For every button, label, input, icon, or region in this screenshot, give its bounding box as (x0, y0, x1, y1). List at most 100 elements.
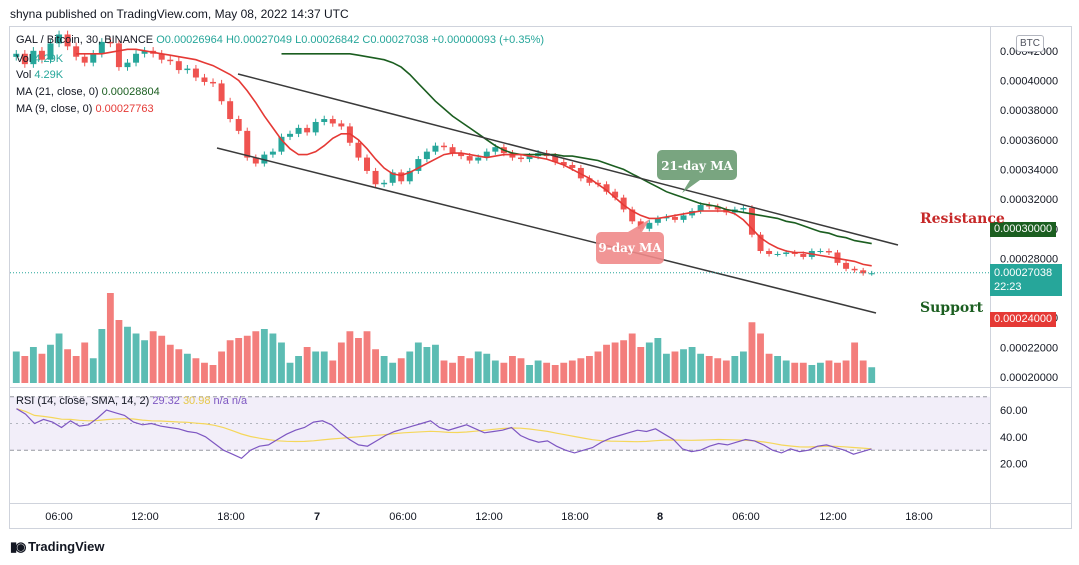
volume-bar (714, 358, 722, 383)
legend-vol2-label[interactable]: Vol (16, 69, 32, 81)
legend-low: L0.00026842 (295, 34, 360, 46)
legend-symbol[interactable]: GAL / Bitcoin, 30, BINANCE (16, 34, 154, 46)
volume-bar (363, 331, 371, 383)
rsi-tick-label: 40.00 (1000, 432, 1028, 444)
tradingview-brand: TradingView (28, 539, 105, 554)
volume-bar (594, 351, 602, 383)
volume-bar (81, 342, 89, 383)
legend-ma21-label[interactable]: MA (21, close, 0) (16, 86, 99, 98)
candle-body (141, 50, 148, 54)
volume-bar (38, 353, 46, 383)
candle-body (287, 133, 294, 137)
price-tick-label: 0.00034000 (1000, 164, 1058, 176)
tradingview-logo[interactable]: ▮◉ TradingView (10, 539, 104, 555)
volume-bar (260, 329, 268, 383)
candle-body (766, 251, 773, 254)
candle-body (81, 56, 88, 63)
tradingview-icon: ▮◉ (10, 539, 26, 554)
candle-body (449, 147, 456, 154)
volume-bar (141, 340, 149, 383)
volume-bar (29, 347, 37, 383)
candle-body (295, 127, 302, 134)
candle-body (312, 121, 319, 133)
candle-body (107, 41, 114, 44)
candle-body (748, 208, 755, 235)
candle-body (218, 83, 225, 102)
legend-rsi-na: n/a n/a (213, 395, 248, 407)
volume-bar (577, 358, 585, 383)
candle-body (175, 61, 182, 71)
channel-lower-line (216, 147, 877, 314)
time-tick-label: 7 (314, 511, 320, 523)
candle-body (603, 184, 610, 192)
legend-ma9-label[interactable]: MA (9, close, 0) (16, 103, 93, 115)
volume-bar (414, 342, 422, 383)
volume-bar (397, 358, 405, 383)
time-tick-label: 8 (657, 511, 663, 523)
volume-bar (791, 362, 799, 383)
candle-body (654, 218, 661, 223)
rsi-line (16, 408, 872, 460)
currency-badge[interactable]: BTC (1016, 35, 1044, 52)
volume-bar (449, 362, 456, 383)
volume-bar (868, 367, 876, 383)
volume-bar (329, 360, 337, 383)
candle-body (38, 50, 45, 60)
volume-bar (209, 365, 217, 383)
legend-close: C0.00027038 (362, 34, 429, 46)
candle-body (612, 191, 619, 198)
volume-bar (816, 362, 824, 383)
resistance-annotation: Resistance (920, 211, 1005, 227)
volume-bar (98, 329, 106, 383)
volume-bar (286, 362, 294, 383)
candle-body (227, 101, 234, 120)
candle-body (201, 77, 208, 82)
volume-bar (389, 362, 397, 383)
ma9-line (76, 48, 872, 267)
ma21-callout-box (657, 150, 737, 180)
candle-body (13, 53, 20, 57)
volume-bar (166, 344, 174, 383)
volume-bar (12, 351, 20, 383)
volume-bar (226, 340, 234, 383)
volume-bar (21, 356, 29, 383)
candle-body (800, 253, 807, 257)
chart-frame (9, 26, 1072, 529)
candle-body (432, 145, 439, 152)
volume-bar (851, 342, 859, 383)
candle-body (398, 172, 405, 182)
volume-bar (115, 320, 123, 383)
volume-bar (705, 356, 713, 383)
candle-body (252, 157, 259, 164)
candle-body (167, 59, 174, 62)
volume-bar (722, 360, 730, 383)
volume-bar (842, 360, 850, 383)
candle-body (569, 164, 576, 168)
candle-body (98, 41, 105, 54)
candle-body (860, 270, 867, 274)
legend-rsi-label[interactable]: RSI (14, close, SMA, 14, 2) (16, 395, 150, 407)
candle-body (517, 157, 524, 160)
legend-rsi: RSI (14, close, SMA, 14, 2) 29.32 30.98 … (16, 395, 247, 407)
volume-bar (782, 360, 790, 383)
volume-bar (440, 360, 448, 383)
ma9-callout: 9-day MA (596, 219, 664, 264)
candle-body (133, 53, 140, 63)
channel-upper-line (237, 73, 899, 246)
volume-bar (320, 351, 328, 383)
time-tick-label: 06:00 (732, 511, 760, 523)
candle-body (646, 222, 653, 229)
volume-bar (526, 365, 533, 383)
volume-bar (654, 338, 662, 383)
volume-bar (586, 356, 593, 383)
volume-bar (158, 335, 166, 383)
legend-vol-label[interactable]: Vol (16, 53, 32, 65)
rsi-tick-label: 20.00 (1000, 459, 1028, 471)
legend-ma21: MA (21, close, 0) 0.00028804 (16, 86, 160, 98)
volume-bar (568, 360, 576, 383)
candle-body (90, 53, 97, 63)
legend-vol-value: 4.29K (34, 53, 64, 65)
time-tick-label: 12:00 (475, 511, 503, 523)
ma9-callout-text: 9-day MA (598, 241, 662, 255)
